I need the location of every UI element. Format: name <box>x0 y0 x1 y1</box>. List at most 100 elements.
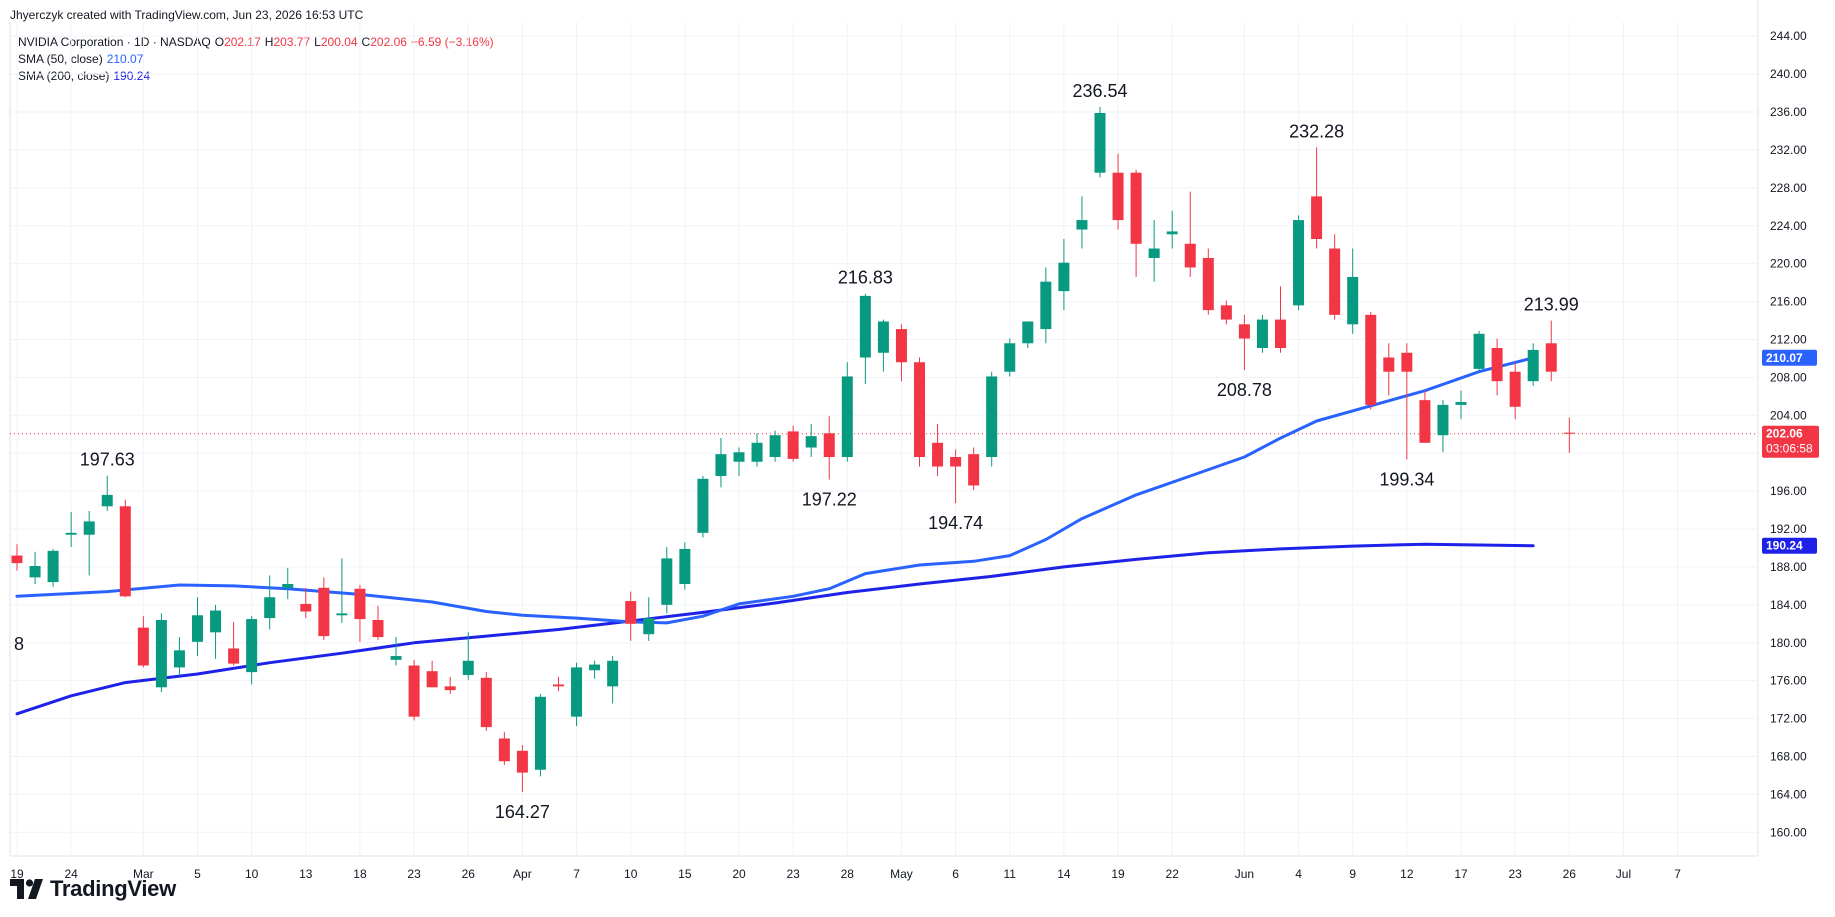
candle-body <box>1220 305 1232 320</box>
candle-body <box>516 750 528 773</box>
candle-body <box>607 660 619 687</box>
y-tick-label: 176.00 <box>1770 674 1807 688</box>
sma200-price-tag: 190.24 <box>1766 539 1803 553</box>
sma50-legend-row[interactable]: SMA (50, close) 210.07 <box>18 51 494 68</box>
candle-up <box>1076 196 1088 249</box>
candle-up <box>210 604 222 659</box>
y-tick-label: 172.00 <box>1770 712 1807 726</box>
candle-body <box>751 442 763 462</box>
candle-down <box>553 676 564 692</box>
sma200-price-tag-bg <box>1762 537 1817 554</box>
candle-body <box>805 436 817 448</box>
candle-down <box>950 449 962 504</box>
candle-body <box>1202 257 1214 311</box>
x-tick-label: 10 <box>245 867 259 881</box>
candle-body <box>895 329 907 363</box>
candle-up <box>1148 220 1160 282</box>
y-tick-label: 188.00 <box>1770 560 1807 574</box>
candle-body <box>1437 404 1449 436</box>
x-axis: 19 24 Mar 5 10 13 18 23 26 Apr 7 10 15 20 23 28 May 6 11 14… <box>10 867 1681 881</box>
candle-up <box>1256 314 1268 353</box>
candle-up <box>1004 338 1016 377</box>
symbol-title[interactable]: NVIDIA Corporation · 1D · NASDAQ <box>18 35 211 49</box>
candle-body <box>155 620 167 688</box>
candle-body <box>444 686 456 691</box>
candle-up <box>534 693 546 777</box>
candle-body <box>625 601 637 624</box>
candle-down <box>444 676 456 694</box>
candle-down <box>372 605 384 640</box>
candle-down <box>1130 169 1142 277</box>
sma50-value: 210.07 <box>106 52 144 66</box>
candle-up <box>1293 215 1305 311</box>
candle-up <box>1166 210 1178 249</box>
candle-up <box>173 637 185 676</box>
sma50-line <box>15 356 1535 625</box>
candle-body <box>300 603 312 612</box>
candle-body <box>1166 231 1178 235</box>
candle-up <box>1040 267 1052 344</box>
candle-down <box>516 745 528 792</box>
high-value: 203.77 <box>273 35 311 49</box>
candle-body <box>1022 321 1034 344</box>
candle-body <box>877 321 889 353</box>
candle-up <box>661 547 673 614</box>
candle-down <box>119 499 131 598</box>
x-tick-label: 11 <box>1004 867 1017 881</box>
last-price-tag: 202.06 <box>1766 427 1803 441</box>
x-tick-label: 12 <box>1400 867 1414 881</box>
candle-down <box>932 423 944 476</box>
candle-up <box>264 575 276 630</box>
candle-down <box>1275 286 1286 353</box>
candle-up <box>65 511 77 548</box>
chart-grid <box>10 22 1758 856</box>
candle-down <box>1509 362 1521 420</box>
x-tick-label: 14 <box>1057 867 1071 881</box>
candle-down <box>1365 312 1377 410</box>
y-tick-label: 220.00 <box>1770 257 1807 271</box>
candle-down <box>1491 338 1503 396</box>
y-tick-label: 204.00 <box>1770 408 1807 422</box>
candle-body <box>553 684 564 687</box>
candle-body <box>697 478 709 533</box>
candle-down <box>1419 390 1431 443</box>
candle-down <box>11 544 23 571</box>
candle-up <box>697 475 709 538</box>
x-tick-label: 18 <box>353 867 367 881</box>
tradingview-brand[interactable]: TradingView <box>10 876 176 902</box>
candle-body <box>823 433 835 458</box>
sma50-price-tag: 210.07 <box>1766 351 1803 365</box>
y-tick-label: 244.00 <box>1770 29 1807 43</box>
candle-body <box>643 618 655 635</box>
candle-body <box>192 615 203 642</box>
y-tick-label: 228.00 <box>1770 181 1807 195</box>
sma200-legend-row[interactable]: SMA (200, close) 190.24 <box>18 68 494 85</box>
x-tick-label: 6 <box>952 867 959 881</box>
candle-up <box>805 423 817 458</box>
candle-body <box>1527 349 1539 382</box>
x-tick-label: 23 <box>786 867 800 881</box>
y-tick-label: 196.00 <box>1770 484 1807 498</box>
candle-body <box>1329 248 1341 315</box>
candle-down <box>228 621 240 666</box>
candle-down <box>1184 191 1196 277</box>
candle-up <box>589 660 601 679</box>
open-label: O <box>214 35 225 49</box>
candle-body <box>1473 333 1485 369</box>
candle-up <box>841 362 853 462</box>
y-tick-label: 208.00 <box>1770 370 1807 384</box>
x-tick-label: May <box>890 867 913 881</box>
x-tick-label: 28 <box>841 867 855 881</box>
candle-body <box>769 435 781 458</box>
close-label: C <box>361 35 371 49</box>
x-tick-label: 5 <box>194 867 201 881</box>
candle-body <box>372 620 384 638</box>
candle-body <box>354 588 366 620</box>
candle-body <box>1365 314 1377 405</box>
candle-down <box>318 577 330 640</box>
candle-body <box>1058 262 1070 292</box>
candle-up <box>282 567 294 600</box>
candle-body <box>65 532 77 535</box>
